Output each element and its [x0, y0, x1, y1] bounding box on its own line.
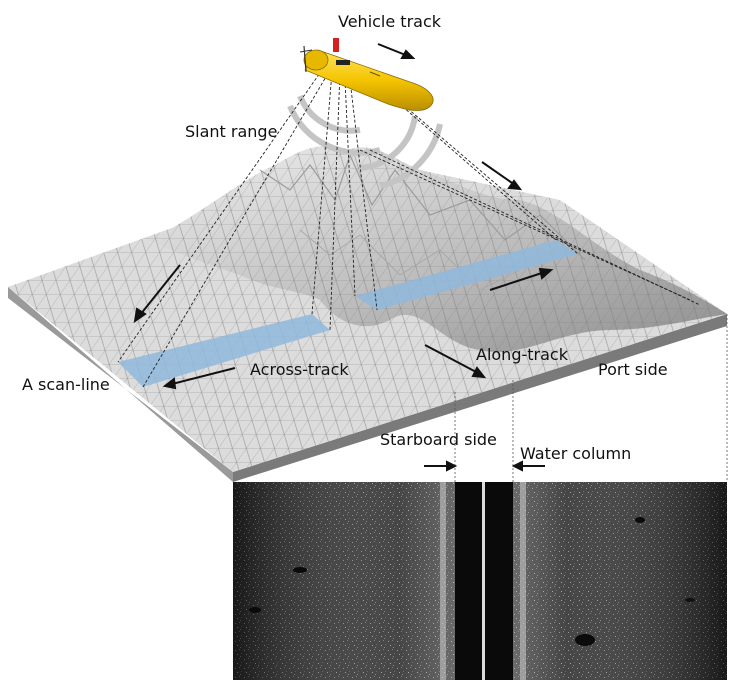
scan-line-swath-left	[118, 314, 330, 387]
seabed-terrain	[8, 145, 727, 482]
vehicle-track-arrow	[377, 43, 409, 57]
label-across-track: Across-track	[250, 360, 349, 379]
scan-line-swath-right	[355, 240, 578, 310]
auv-vehicle	[299, 38, 434, 111]
label-scan-line: A scan-line	[22, 375, 110, 394]
label-starboard-side: Starboard side	[380, 430, 497, 449]
along-track-arrow-lower	[424, 344, 479, 374]
label-slant-range: Slant range	[185, 122, 277, 141]
direction-arrows	[133, 43, 554, 472]
across-track-arrow	[171, 367, 236, 385]
label-vehicle-track: Vehicle track	[338, 12, 442, 31]
sonar-image	[233, 482, 727, 680]
along-track-arrow-upper	[489, 271, 546, 291]
label-water-column: Water column	[520, 444, 631, 463]
sonar-beam-lines	[117, 69, 701, 388]
projection-lines	[454, 314, 728, 482]
upper-right-arrow	[481, 161, 516, 186]
label-along-track: Along-track	[476, 345, 569, 364]
left-down-arrow	[139, 264, 181, 316]
label-port-side: Port side	[598, 360, 668, 379]
